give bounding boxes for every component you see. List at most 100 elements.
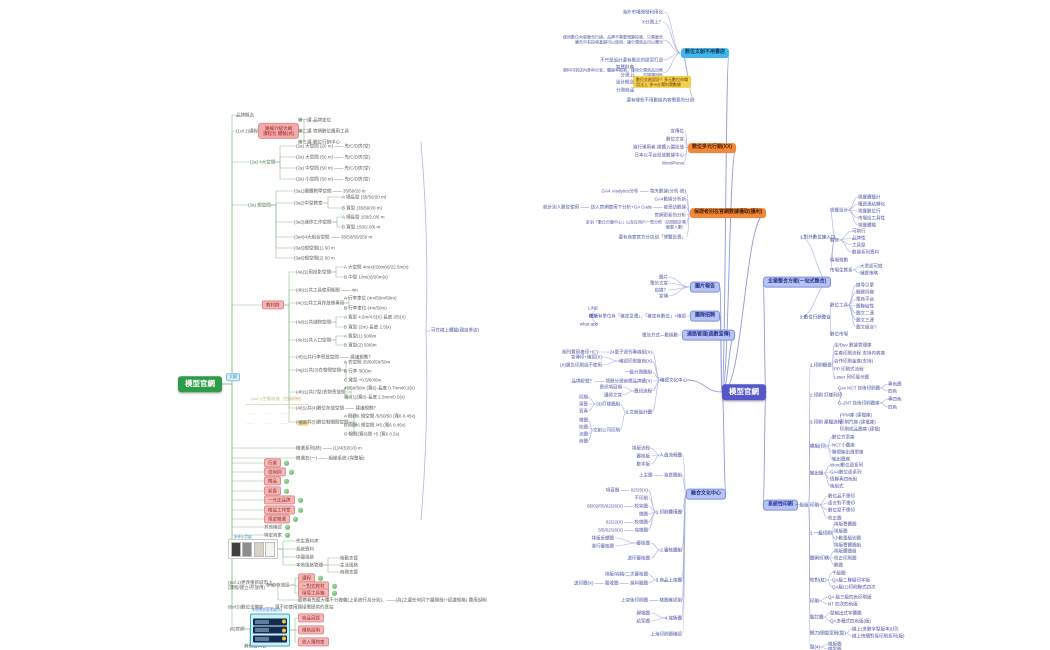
node-L2p[interactable]: 路線介紹大綱 課程包 體驗(式) xyxy=(258,122,300,140)
node-RJ4[interactable]: 2.審核圖組 xyxy=(660,547,682,553)
node-RK2a5[interactable]: 圖文二連 xyxy=(856,310,874,316)
node-L5d2[interactable]: B 寬型 (2m)·長度 2.5(x) xyxy=(344,324,392,330)
node-RJ6[interactable]: 上架後印刷圖 —— 樣圖確認組 xyxy=(621,597,682,603)
node-G7a[interactable]: 排版實體圖 xyxy=(834,521,857,527)
node-L5a[interactable]: (4a)公用投影空間 xyxy=(296,269,332,275)
node-G7c[interactable]: 小數量級別圖 xyxy=(834,535,861,541)
node-RK2a7[interactable]: 圖文組合? xyxy=(856,324,877,330)
node-L4e[interactable]: (3a5)規空間(1) 50 m xyxy=(294,245,335,251)
node-RJ1c[interactable]: 數字版 xyxy=(636,461,651,467)
node-RA6a[interactable]: 智慧財產 xyxy=(616,64,634,70)
node-Li4[interactable]: 本地風格管理 xyxy=(296,562,323,568)
node-RK1[interactable]: 1.對外數位練入口 xyxy=(800,234,836,240)
floating-faded-topic[interactable]: (5of.1)空間/存放（空間明細） —— —— —— —— —— —— —— 規劃 xyxy=(246,396,309,426)
node-RK1b2[interactable]: 品牌性 xyxy=(852,235,866,241)
node-RJ1a[interactable]: 排版流程 xyxy=(632,445,650,451)
node-RJ3a[interactable]: 項目期 —— 02/25(X) xyxy=(605,487,648,493)
node-G8c[interactable]: 數圖 xyxy=(834,562,843,568)
node-G3[interactable]: 3.印刷 建檔流程 xyxy=(810,419,843,425)
node-RA5[interactable]: 資料可到店內參與分享、購買率較高，使用分潤商品出售市場運用性 xyxy=(563,67,663,78)
node-RK2a4[interactable]: 圖聯結性 xyxy=(856,303,874,309)
node-RJ3f[interactable]: 5/5/02/26(X) —— 完樣圖 xyxy=(598,527,648,533)
node-L5c1[interactable]: A 行李車位 (4m/50m/50m) xyxy=(344,295,397,301)
node-RD1[interactable]: 圖片 xyxy=(659,274,668,280)
node-RJ4a2[interactable]: 進行審核圖 xyxy=(591,543,615,549)
node-L5g1[interactable]: A 衣空間 35/50/50/50m xyxy=(344,359,391,365)
node-RE1b[interactable]: 微信 xyxy=(589,313,598,319)
node-L6[interactable]: 精選系列(終) —— (1)/4(5)/C/D m xyxy=(296,445,362,451)
node-RJ8[interactable]: 上海印刷圖確認 xyxy=(650,631,683,637)
node-RA2[interactable]: X分潤上？ xyxy=(641,19,663,25)
node-G4a[interactable]: 數位方案庫 xyxy=(832,434,855,440)
node-RG6a1[interactable]: 同期 xyxy=(579,394,588,400)
node-RJ[interactable]: 融合文化中心 xyxy=(686,488,727,500)
node-RG1[interactable]: 24量子週刊專線組(X) xyxy=(609,349,652,355)
node-L17a[interactable]: 存放/存放區 xyxy=(266,582,290,588)
node-L2b[interactable]: 第二課·官網數位應用工具 xyxy=(298,128,349,134)
node-RD3[interactable]: 自媒？ xyxy=(654,287,669,293)
node-G12[interactable]: 開刀/開型案例(型) xyxy=(810,630,846,636)
node-RF1[interactable]: 電信方式—數據數 xyxy=(642,332,678,338)
node-RG6b3[interactable]: 流圖 xyxy=(579,431,588,437)
node-G13b[interactable]: 樣型圖 xyxy=(828,646,842,650)
node-G4d[interactable]: 輸出圖庫 xyxy=(832,456,850,462)
node-G5c[interactable]: 情聯真四色組 xyxy=(830,476,857,482)
node-L9[interactable]: 咨詢師 xyxy=(264,467,286,477)
node-L5g[interactable]: (4g)公共(3)衣物間空間 xyxy=(296,367,342,373)
node-RK2b[interactable]: 數位市場 xyxy=(830,331,848,337)
node-G6d[interactable]: 校正圖 xyxy=(828,515,842,521)
node-L3c[interactable]: (2a) 中空間 (50 m) —— 先/C/D房(空) xyxy=(296,165,371,171)
node-L4c[interactable]: (3a3)迷你工作空間 xyxy=(294,219,332,225)
node-RG5b[interactable]: 講師文宣 xyxy=(604,392,622,398)
node-G5a[interactable]: Word數位語系列 xyxy=(830,462,864,468)
node-L5j3[interactable]: C 規間(寬6)間 +5 (寬6 0.5x) xyxy=(344,431,400,437)
emoji-sticker-icon[interactable] xyxy=(284,460,289,466)
node-RC1[interactable]: GA4 Analytics分析 —— 每天數據(分析·統) xyxy=(601,188,686,194)
node-L2[interactable]: (1of.1)課程包 xyxy=(236,128,263,134)
node-RG6b[interactable]: 文創公司印刷 xyxy=(593,427,620,433)
node-L5a2[interactable]: B 中型 10m(x)/20m(x) xyxy=(344,274,388,280)
node-L5e1[interactable]: A 寬型(1) 50/6m xyxy=(344,333,377,339)
node-RJ4b[interactable]: 送印審核圖 xyxy=(627,555,651,561)
node-L5[interactable]: 教材群 xyxy=(262,300,284,310)
node-L13[interactable]: 精益工作室 xyxy=(264,505,295,515)
node-L17b[interactable]: 觀察者先聽大樓不分複雜(上系統行為分別)、——(為)之還任何同下屬開發(+認識規… xyxy=(298,597,487,603)
node-RG2[interactable]: 確認印刷廠商(X) xyxy=(619,358,652,364)
node-RK1c[interactable]: 進場規劃 xyxy=(830,257,848,263)
node-RA6c[interactable]: 設計概念 xyxy=(616,79,634,85)
node-RK1a5[interactable]: 視覺體驗 xyxy=(858,222,876,228)
node-L5j2[interactable]: B 問題6 規空間 /45 (寬6 0.45x) xyxy=(344,422,406,428)
node-G8[interactable]: 圖例/印刷 xyxy=(810,555,830,561)
node-L12[interactable]: 一元正品牌 xyxy=(264,495,295,505)
node-RK2a1[interactable]: 搜尋引擎 xyxy=(856,282,874,288)
node-G1[interactable]: 1.印刷概要 xyxy=(810,362,832,368)
node-G7b[interactable]: 排版圖 xyxy=(834,528,848,534)
node-G4b[interactable]: NCT小圖庫 xyxy=(832,442,855,448)
node-RA[interactable]: 數位文創不用書店 xyxy=(681,48,730,58)
node-RG[interactable]: 確認文化中心 xyxy=(660,377,687,383)
node-RG3[interactable]: 一級分潤圖組 xyxy=(625,369,652,375)
node-RJ7[interactable]: 4.完販圖 xyxy=(664,615,682,621)
emoji-sticker-icon[interactable] xyxy=(298,497,303,503)
node-RJ7b[interactable]: 結案圖 xyxy=(636,618,651,624)
node-L4b2[interactable]: B 寬型 (35/50/20 m) xyxy=(342,205,383,211)
node-Li3[interactable]: 中國風格 xyxy=(296,554,314,560)
node-G10[interactable]: 印刷 xyxy=(810,598,819,604)
node-G3c[interactable]: 印刷成品圖庫 (建檔) xyxy=(840,426,881,432)
node-L4d[interactable]: (3a4)4大組合空間 —— 35/50/50/250 m xyxy=(294,234,373,240)
node-RC5[interactable]: 針對「數位分聯中心」以及在用戶一覽分佈（訪問統計需聯繫人數） xyxy=(586,219,686,230)
node-RB3[interactable]: 進行運用者·媒體入圍投放 xyxy=(633,144,684,150)
node-RJ4a[interactable]: 審核圖 xyxy=(636,540,651,546)
node-RJ5a[interactable]: 排版/完稿/二次審核圖 xyxy=(605,571,648,577)
node-RJ1[interactable]: 人員流程圖 xyxy=(659,452,683,458)
node-L14[interactable]: 限定精選 xyxy=(264,514,290,524)
node-L5e2[interactable]: B 寬型(2) 50/6m xyxy=(344,342,377,348)
node-RE1c[interactable]: what app xyxy=(579,321,598,327)
node-RD4[interactable]: 宣傳 xyxy=(659,293,668,299)
node-RK1d[interactable]: 市場生態系 xyxy=(830,267,853,273)
emoji-sticker-icon[interactable] xyxy=(284,488,289,494)
node-L17[interactable]: (5of.1)更改重新城市上 (課程/建立/存放用) xyxy=(228,579,273,590)
node-G13[interactable]: 型(4) xyxy=(810,644,820,650)
image-strip-card[interactable] xyxy=(228,539,278,559)
node-G6[interactable]: 印刷 xyxy=(810,502,819,508)
